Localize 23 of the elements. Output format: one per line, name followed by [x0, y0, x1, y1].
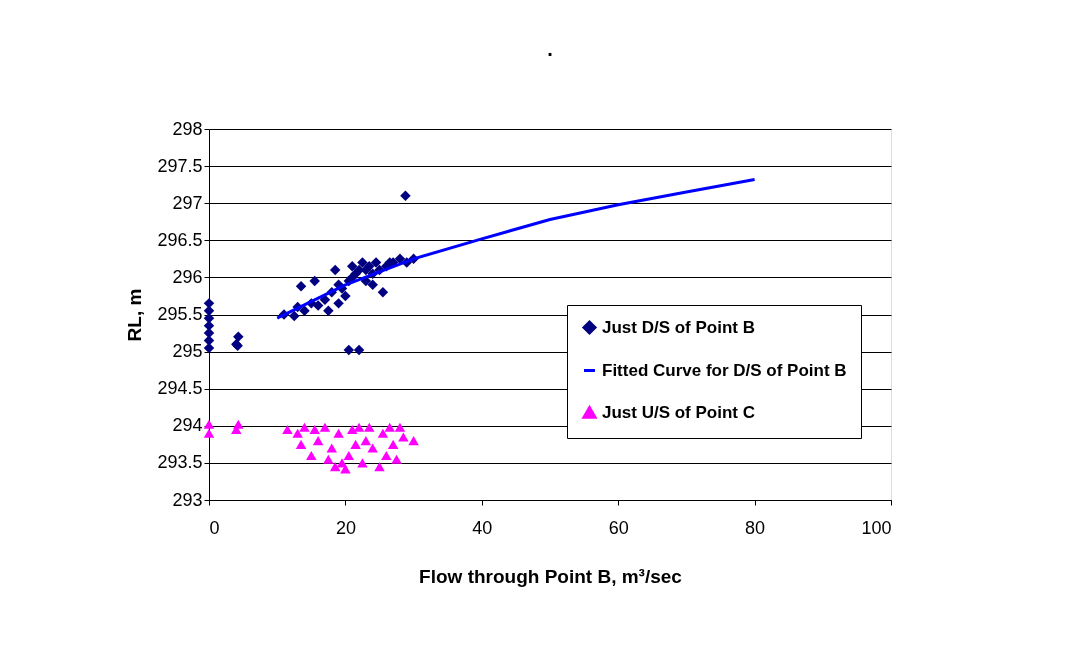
x-tick-label: 20	[335, 517, 356, 538]
legend-label: Just U/S of Point C	[602, 402, 755, 422]
y-tick-label: 297.5	[157, 155, 203, 176]
legend-label: Fitted Curve for D/S of Point B	[602, 360, 847, 380]
y-tick-label: 294.5	[157, 378, 203, 399]
y-tick-label: 297	[172, 192, 203, 213]
y-tick-label: 294	[172, 415, 203, 436]
y-tick-label: 298	[172, 118, 203, 139]
x-tick-label: 60	[608, 517, 629, 538]
legend-label: Just D/S of Point B	[602, 317, 755, 337]
x-tick-label: 40	[472, 517, 493, 538]
x-axis-title: Flow through Point B, m³/sec	[419, 565, 683, 587]
y-tick-label: 295.5	[157, 304, 203, 324]
x-tick-label: 80	[745, 517, 766, 538]
y-tick-label: 296	[172, 266, 203, 287]
x-tick-label: 0	[209, 517, 220, 538]
x-tick-label: 100	[861, 517, 892, 538]
y-tick-label: 293	[172, 489, 203, 510]
chart-title: .	[547, 38, 553, 60]
y-axis-title: RL, m	[124, 288, 146, 342]
y-tick-label: 293.5	[157, 452, 203, 473]
y-tick-label: 296.5	[157, 229, 203, 250]
y-tick-label: 295	[172, 341, 203, 362]
